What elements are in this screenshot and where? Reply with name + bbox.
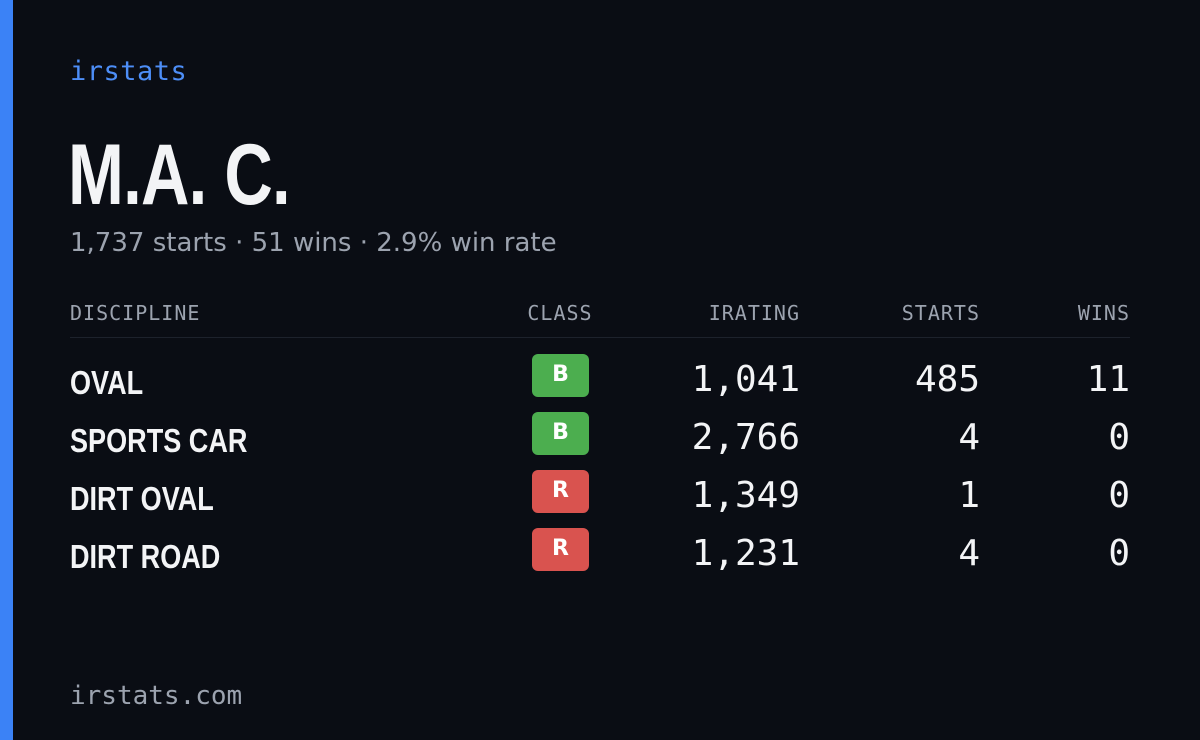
wins-value: 11 xyxy=(1086,359,1130,400)
wins-value: 0 xyxy=(1108,533,1130,574)
table-row: OVAL B 1,041 485 11 xyxy=(70,354,1130,412)
header-class: CLASS xyxy=(527,301,593,325)
irating-value: 1,041 xyxy=(691,359,800,400)
discipline-name: SPORTS CAR xyxy=(70,422,248,459)
discipline-name: DIRT OVAL xyxy=(70,480,214,517)
class-badge: B xyxy=(532,412,589,455)
discipline-name: OVAL xyxy=(70,364,144,401)
class-badge: B xyxy=(532,354,589,397)
table-row: DIRT ROAD R 1,231 4 0 xyxy=(70,528,1130,586)
driver-name: M.A. C. xyxy=(68,127,291,223)
table-row: SPORTS CAR B 2,766 4 0 xyxy=(70,412,1130,470)
footer-url: irstats.com xyxy=(70,681,243,711)
starts-value: 485 xyxy=(914,359,980,400)
irating-value: 1,231 xyxy=(691,533,800,574)
table-row: DIRT OVAL R 1,349 1 0 xyxy=(70,470,1130,528)
brand-logo: irstats xyxy=(70,56,188,87)
wins-value: 0 xyxy=(1108,475,1130,516)
starts-value: 1 xyxy=(958,475,980,516)
class-badge: R xyxy=(532,528,589,571)
wins-value: 0 xyxy=(1108,417,1130,458)
header-wins: WINS xyxy=(1077,301,1130,325)
irating-value: 2,766 xyxy=(691,417,800,458)
starts-value: 4 xyxy=(958,417,980,458)
discipline-table: DISCIPLINE CLASS IRATING STARTS WINS OVA… xyxy=(70,296,1130,575)
header-irating: IRATING xyxy=(708,301,800,325)
starts-value: 4 xyxy=(958,533,980,574)
accent-bar xyxy=(0,0,13,740)
irating-value: 1,349 xyxy=(691,475,800,516)
class-badge: R xyxy=(532,470,589,513)
header-discipline: DISCIPLINE xyxy=(70,301,201,325)
driver-summary: 1,737 starts · 51 wins · 2.9% win rate xyxy=(70,228,557,258)
discipline-name: DIRT ROAD xyxy=(70,538,221,575)
header-starts: STARTS xyxy=(901,301,980,325)
table-header: DISCIPLINE CLASS IRATING STARTS WINS xyxy=(70,296,1130,338)
